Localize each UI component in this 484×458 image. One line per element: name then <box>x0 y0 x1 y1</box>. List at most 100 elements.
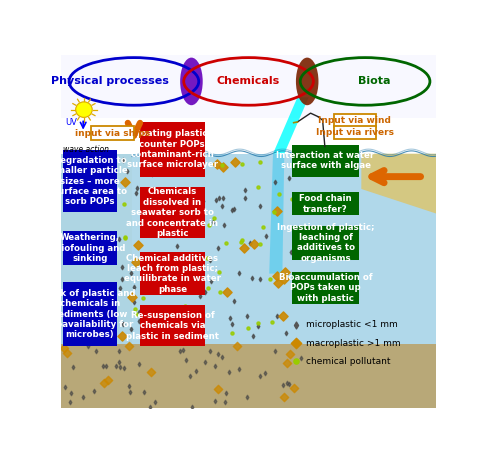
Point <box>220 221 228 229</box>
Text: Input via wind: Input via wind <box>318 116 391 125</box>
Point <box>260 369 268 376</box>
Point <box>212 196 219 204</box>
Text: input via ships: input via ships <box>75 129 150 138</box>
Point <box>130 298 137 305</box>
Polygon shape <box>60 154 436 344</box>
Point <box>256 202 263 210</box>
Circle shape <box>76 102 92 117</box>
Point <box>115 358 123 365</box>
Point <box>187 403 195 411</box>
Point <box>115 347 122 354</box>
Point <box>147 369 154 376</box>
Point <box>112 363 120 370</box>
Point <box>135 360 143 367</box>
Point <box>256 275 263 282</box>
Point <box>116 284 124 292</box>
Point <box>62 350 70 357</box>
Point <box>256 372 264 379</box>
Point <box>218 202 226 209</box>
FancyBboxPatch shape <box>333 114 375 127</box>
Point <box>282 379 290 387</box>
Point <box>285 381 293 388</box>
Point <box>199 197 207 205</box>
Point <box>188 260 196 267</box>
Point <box>244 324 252 332</box>
Point <box>84 342 92 349</box>
Point <box>237 160 245 168</box>
Point <box>222 389 229 396</box>
FancyBboxPatch shape <box>291 226 359 260</box>
FancyBboxPatch shape <box>291 145 359 177</box>
Point <box>206 256 213 264</box>
Point <box>211 362 219 369</box>
Point <box>121 234 129 242</box>
Point <box>229 298 237 305</box>
Ellipse shape <box>295 58 318 105</box>
Point <box>278 312 286 319</box>
Point <box>286 249 294 256</box>
FancyBboxPatch shape <box>139 187 205 238</box>
Text: Chemicals: Chemicals <box>216 76 280 87</box>
Point <box>131 305 139 313</box>
Text: Chemical additives
leach from plastic;
equilibrate in water
phase: Chemical additives leach from plastic; e… <box>124 254 221 294</box>
Point <box>278 382 286 389</box>
Point <box>132 189 140 196</box>
Point <box>180 302 188 310</box>
Text: Re-suspension of
chemicals via
plastic in sediment: Re-suspension of chemicals via plastic i… <box>126 311 218 341</box>
Polygon shape <box>361 154 436 213</box>
Point <box>205 347 213 354</box>
Polygon shape <box>60 55 436 119</box>
Point <box>249 240 257 247</box>
Point <box>241 195 249 202</box>
Point <box>132 258 139 266</box>
Point <box>223 288 230 295</box>
Point <box>118 275 126 282</box>
Point <box>135 308 142 316</box>
FancyBboxPatch shape <box>139 305 205 346</box>
Text: UV: UV <box>65 119 77 127</box>
Point <box>119 320 127 327</box>
Point <box>67 390 75 397</box>
Text: Weathering,
biofouling and
sinking: Weathering, biofouling and sinking <box>55 233 125 263</box>
Point <box>221 398 228 406</box>
Point <box>156 219 164 226</box>
Point <box>60 344 68 352</box>
Point <box>285 174 292 181</box>
Point <box>237 236 245 244</box>
Point <box>254 183 261 191</box>
Point <box>151 398 159 405</box>
Text: Sink of plastic and
chemicals in
sediments (low
bioavailability for
microbes): Sink of plastic and chemicals in sedimen… <box>45 289 135 339</box>
Point <box>202 255 210 262</box>
Polygon shape <box>269 154 284 273</box>
Point <box>240 244 247 251</box>
Point <box>209 219 216 226</box>
Point <box>236 238 244 245</box>
Point <box>182 357 189 364</box>
Point <box>228 206 236 213</box>
Point <box>118 332 126 339</box>
Point <box>214 350 222 357</box>
Point <box>69 364 77 371</box>
Text: chemical pollutant: chemical pollutant <box>305 357 390 366</box>
Point <box>272 312 280 319</box>
Point <box>266 275 274 283</box>
Point <box>90 387 98 394</box>
Point <box>225 368 233 375</box>
Point <box>174 260 182 267</box>
FancyBboxPatch shape <box>62 283 117 346</box>
Point <box>192 367 200 375</box>
Point <box>217 354 225 361</box>
Point <box>235 269 242 276</box>
Point <box>125 343 133 350</box>
Point <box>100 380 107 387</box>
Point <box>196 205 204 212</box>
Point <box>165 283 172 290</box>
Point <box>124 382 132 390</box>
Point <box>126 388 134 396</box>
Point <box>286 350 294 357</box>
Point <box>210 215 217 222</box>
Point <box>78 394 86 401</box>
Point <box>132 311 139 318</box>
Point <box>205 221 213 229</box>
Point <box>166 203 174 210</box>
